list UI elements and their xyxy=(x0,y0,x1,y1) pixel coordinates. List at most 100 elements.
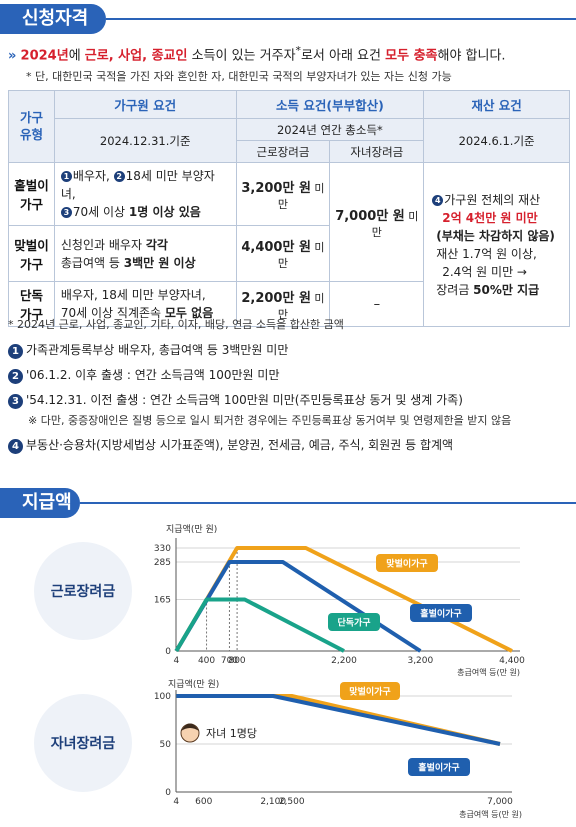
member-text: 총급여액 등 xyxy=(60,255,124,270)
header-member-req: 가구원 요건 xyxy=(53,90,237,119)
footnote-2: 2'06.1.2. 이후 출생 : 연간 소득금액 100만원 미만 xyxy=(8,366,280,384)
header-child-incentive: 자녀장려금 xyxy=(329,140,425,163)
legend-label: 맞벌이가구 xyxy=(349,686,390,698)
intro-t4: 해야 합니다. xyxy=(437,48,506,64)
series-line xyxy=(176,694,501,746)
y-tick-label: 165 xyxy=(154,596,171,606)
footnote-text: 부동산·승용차(지방세법상 시가표준액), 분양권, 전세금, 예금, 주식, … xyxy=(26,438,454,452)
asset-l2: 2억 4천만 원 미만 xyxy=(442,210,538,225)
child-none: – xyxy=(329,281,425,327)
header-work-incentive: 근로장려금 xyxy=(235,140,331,163)
single-person-member: 배우자, 18세 미만 부양자녀, 70세 이상 직계존속 모두 없음 xyxy=(53,281,237,327)
member-text-bold: 모두 없음 xyxy=(164,306,214,320)
legend-label: 맞벌이가구 xyxy=(386,558,427,570)
single-person-income: 2,200만 원 미만 xyxy=(235,281,331,327)
legend-label: 홑벌이가구 xyxy=(420,608,461,620)
member-text: 18세 미만 부양자녀, xyxy=(60,169,215,201)
legend-tag xyxy=(340,682,400,700)
member-text: 신청인과 배우자 xyxy=(60,237,146,252)
footnote-text: '06.1.2. 이후 출생 : 연간 소득금액 100만원 미만 xyxy=(26,368,280,382)
asset-l1: 가구원 전체의 재산 xyxy=(444,192,541,207)
section-title: 지급액 xyxy=(0,488,80,518)
asset-date: 2024.6.1.기준 xyxy=(423,118,570,163)
x-tick-label: 4,400 xyxy=(499,656,525,666)
annotation: 자녀 1명당 xyxy=(206,727,257,740)
asset-l6b: 50%만 지급 xyxy=(473,282,540,297)
footnote-text: 가족관계등록부상 배우자, 총급여액 등 3백만원 미만 xyxy=(26,343,289,357)
y-axis-label: 지급액(만 원) xyxy=(168,678,219,690)
legend-tag xyxy=(376,554,438,572)
num-badge: 2 xyxy=(8,369,23,384)
num-badge: 1 xyxy=(60,171,72,182)
child-income-unit: 미만 xyxy=(371,209,419,239)
series-line xyxy=(174,597,345,653)
header-household-type: 가구 유형 xyxy=(8,90,55,163)
member-text-bold: 1명 이상 있음 xyxy=(128,205,201,219)
num-badge: 3 xyxy=(60,207,72,218)
x-tick-label: 7,000 xyxy=(487,797,513,807)
x-tick-label: 2,200 xyxy=(331,656,357,666)
income-sub: 2024년 연간 총소득* xyxy=(235,118,425,141)
x-tick-label: 800 xyxy=(228,656,245,666)
member-text: 배우자, xyxy=(72,169,114,183)
x-tick-label: 400 xyxy=(198,656,215,666)
income-unit: 미만 xyxy=(277,181,325,211)
x-axis-label: 총급여액 등(만 원) xyxy=(457,667,520,677)
requirements-table: 가구 유형 가구원 요건 소득 요건(부부합산) 재산 요건 2024.12.3… xyxy=(8,90,570,327)
income-value: 3,200만 원 xyxy=(241,180,311,196)
legend-tag xyxy=(410,604,472,622)
x-tick-label: 700 xyxy=(221,656,238,666)
chart-label-work: 근로장려금 xyxy=(34,542,132,640)
footnote-1: 1 가족관계등록부상 배우자, 총급여액 등 3백만원 미만 xyxy=(8,341,288,359)
section-divider xyxy=(106,18,576,20)
x-axis-label: 총급여액 등(만 원) xyxy=(459,809,522,819)
dual-earner-member: 신청인과 배우자 각각 총급여액 등 3백만 원 이상 xyxy=(53,225,237,282)
num-badge: 4 xyxy=(8,439,23,454)
y-axis-label: 지급액(만 원) xyxy=(166,523,217,535)
x-tick-label: 4 xyxy=(173,656,179,666)
row-type-single-earner: 홑벌이 가구 xyxy=(8,162,55,226)
intro-t3: 로서 아래 요건 xyxy=(300,48,386,64)
num-badge: 3 xyxy=(8,394,23,409)
x-tick-label: 4 xyxy=(173,797,179,807)
income-value: 2,200만 원 xyxy=(241,290,311,306)
header-asset-req: 재산 요건 xyxy=(423,90,570,119)
member-text: 70세 이상 직계존속 xyxy=(60,306,165,320)
y-tick-label: 0 xyxy=(165,647,171,657)
footnote-4: 4 부동산·승용차(지방세법상 시가표준액), 분양권, 전세금, 예금, 주식,… xyxy=(8,436,453,454)
legend-label: 홑벌이가구 xyxy=(418,762,459,774)
intro-year: 2024년 xyxy=(20,48,69,64)
asset-l6a: 장려금 xyxy=(436,282,474,297)
footnote-3-sub: ※ 다만, 중증장애인은 질병 등으로 일시 퇴거한 경우에는 주민등록표상 동… xyxy=(28,414,512,427)
member-text-bold: 각각 xyxy=(145,237,168,252)
legend-label: 단독가구 xyxy=(337,617,370,629)
asset-requirement: 4 가구원 전체의 재산 2억 4천만 원 미만 (부채는 차감하지 않음) 재산… xyxy=(423,162,570,327)
intro-income-types: 근로, 사업, 종교인 xyxy=(84,48,188,64)
y-tick-label: 0 xyxy=(165,788,171,798)
y-tick-label: 330 xyxy=(154,544,171,554)
intro-t2: 소득이 있는 거주자 xyxy=(187,48,296,64)
x-tick-label: 3,200 xyxy=(407,656,433,666)
member-date: 2024.12.31.기준 xyxy=(53,118,237,163)
row-type-single-person: 단독 가구 xyxy=(8,281,55,327)
dual-earner-income: 4,400만 원 미만 xyxy=(235,225,331,282)
section-header-eligibility: 신청자격 xyxy=(0,4,576,34)
num-badge: 2 xyxy=(113,171,125,182)
intro-all-met: 모두 충족 xyxy=(385,48,438,64)
chart-label-child: 자녀장려금 xyxy=(34,694,132,792)
x-tick-label: 600 xyxy=(195,797,212,807)
asset-l3: (부채는 차감하지 않음) xyxy=(436,228,555,243)
member-text-bold: 3백만 원 이상 xyxy=(123,255,196,270)
series-line xyxy=(174,560,422,653)
y-tick-label: 285 xyxy=(154,558,171,568)
section-divider xyxy=(80,502,576,504)
num-badge: 1 xyxy=(8,344,23,359)
legend-tag xyxy=(328,613,380,631)
header-income-req: 소득 요건(부부합산) xyxy=(235,90,425,119)
child-income-value: 7,000만 원 xyxy=(335,208,405,224)
x-tick-label: 2,100 xyxy=(260,797,286,807)
income-unit: 미만 xyxy=(277,291,325,321)
income-value: 4,400만 원 xyxy=(241,240,311,255)
child-hair-icon xyxy=(181,723,199,731)
